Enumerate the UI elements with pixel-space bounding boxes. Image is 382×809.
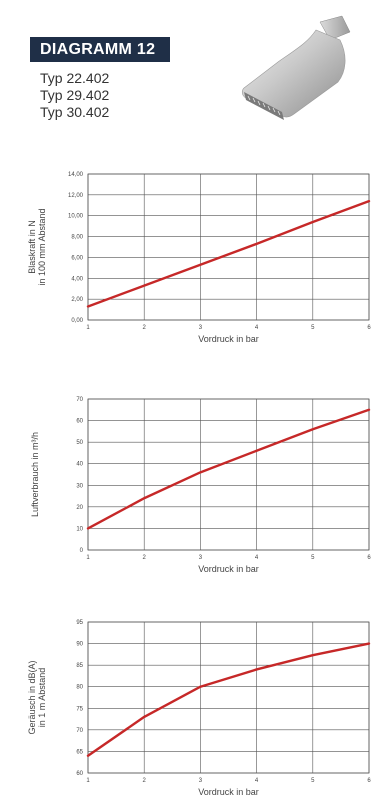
- y-axis-label-line: in 100 mm Abstand: [37, 208, 47, 285]
- type-item: Typ 29.402: [40, 87, 110, 103]
- x-ticks: 1 2 3 4 5 6: [86, 325, 371, 331]
- flat-air-nozzle-icon: [241, 15, 351, 120]
- x-tick-label: 3: [199, 778, 203, 784]
- y-tick-label: 65: [76, 749, 83, 755]
- x-tick-label: 6: [367, 778, 371, 784]
- y-tick-label: 0: [80, 548, 84, 554]
- y-tick-label: 30: [76, 483, 83, 489]
- y-tick-label: 75: [76, 706, 83, 712]
- y-tick-label: 8,00: [71, 235, 83, 241]
- x-tick-label: 4: [255, 325, 259, 331]
- x-tick-label: 6: [367, 325, 371, 331]
- plot-frame: [87, 621, 370, 774]
- chart-blaskraft: 0,00 2,00 4,00 6,00 8,00 10,00 12,00 14,00 1 2 3 4…: [27, 172, 371, 344]
- y-axis-label-line: Geräusch in dB(A): [27, 660, 37, 734]
- type-item: Typ 30.402: [40, 104, 110, 120]
- y-tick-label: 4,00: [71, 276, 83, 282]
- x-tick-label: 5: [311, 555, 315, 561]
- y-tick-label: 40: [76, 462, 83, 468]
- plot-frame: [87, 173, 370, 321]
- type-item: Typ 22.402: [40, 70, 110, 86]
- x-tick-label: 4: [255, 555, 259, 561]
- x-tick-label: 1: [86, 325, 90, 331]
- x-tick-label: 3: [199, 325, 203, 331]
- x-ticks: 1 2 3 4 5 6: [86, 778, 371, 784]
- y-tick-label: 6,00: [71, 255, 83, 261]
- x-tick-label: 2: [143, 325, 147, 331]
- chart-luftverbrauch: 0 10 20 30 40 50 60 70 1 2 3 4 5 6 Vordruck in bar L…: [30, 397, 371, 574]
- y-tick-label: 90: [76, 642, 83, 648]
- x-tick-label: 2: [143, 555, 147, 561]
- grid: [87, 398, 370, 551]
- y-axis-label: Blaskraft in N in 100 mm Abstand: [27, 208, 47, 285]
- x-tick-label: 4: [255, 778, 259, 784]
- series-line: [86, 199, 371, 308]
- y-axis-label: Luftverbrauch in m³/h: [30, 432, 40, 517]
- grid: [87, 621, 370, 774]
- y-tick-label: 60: [76, 419, 83, 425]
- x-tick-label: 1: [86, 778, 90, 784]
- x-tick-label: 2: [143, 778, 147, 784]
- y-tick-label: 60: [76, 771, 83, 777]
- y-tick-label: 10,00: [68, 214, 84, 220]
- y-tick-label: 20: [76, 505, 83, 511]
- y-tick-label: 10: [76, 526, 83, 532]
- series-line: [86, 408, 371, 530]
- x-axis-label: Vordruck in bar: [198, 564, 259, 574]
- x-tick-label: 5: [311, 325, 315, 331]
- y-axis-label-line: in 1 m Abstand: [37, 668, 47, 728]
- y-axis-label: Geräusch in dB(A) in 1 m Abstand: [27, 660, 47, 734]
- grid: [87, 173, 370, 321]
- x-axis-label: Vordruck in bar: [198, 334, 259, 344]
- y-tick-label: 2,00: [71, 297, 83, 303]
- x-tick-label: 3: [199, 555, 203, 561]
- diagram-title: DIAGRAMM 12: [30, 37, 170, 62]
- y-ticks: 0,00 2,00 4,00 6,00 8,00 10,00 12,00 14,00: [68, 172, 84, 324]
- y-tick-label: 70: [76, 728, 83, 734]
- y-tick-label: 95: [76, 620, 83, 626]
- x-tick-label: 6: [367, 555, 371, 561]
- y-tick-label: 12,00: [68, 193, 84, 199]
- type-list: Typ 22.402 Typ 29.402 Typ 30.402: [40, 70, 109, 121]
- y-ticks: 60 65 70 75 80 85 90 95: [76, 620, 83, 777]
- y-tick-label: 85: [76, 663, 83, 669]
- y-tick-label: 50: [76, 440, 83, 446]
- y-axis-label-line: Blaskraft in N: [27, 220, 37, 274]
- x-tick-label: 5: [311, 778, 315, 784]
- y-tick-label: 0,00: [71, 318, 83, 324]
- series-line: [86, 642, 371, 757]
- y-ticks: 0 10 20 30 40 50 60 70: [76, 397, 83, 554]
- x-tick-label: 1: [86, 555, 90, 561]
- y-tick-label: 80: [76, 685, 83, 691]
- x-ticks: 1 2 3 4 5 6: [86, 555, 371, 561]
- y-tick-label: 14,00: [68, 172, 84, 178]
- x-axis-label: Vordruck in bar: [198, 787, 259, 797]
- y-tick-label: 70: [76, 397, 83, 403]
- plot-frame: [87, 398, 370, 551]
- y-axis-label-line: Luftverbrauch in m³/h: [30, 432, 40, 517]
